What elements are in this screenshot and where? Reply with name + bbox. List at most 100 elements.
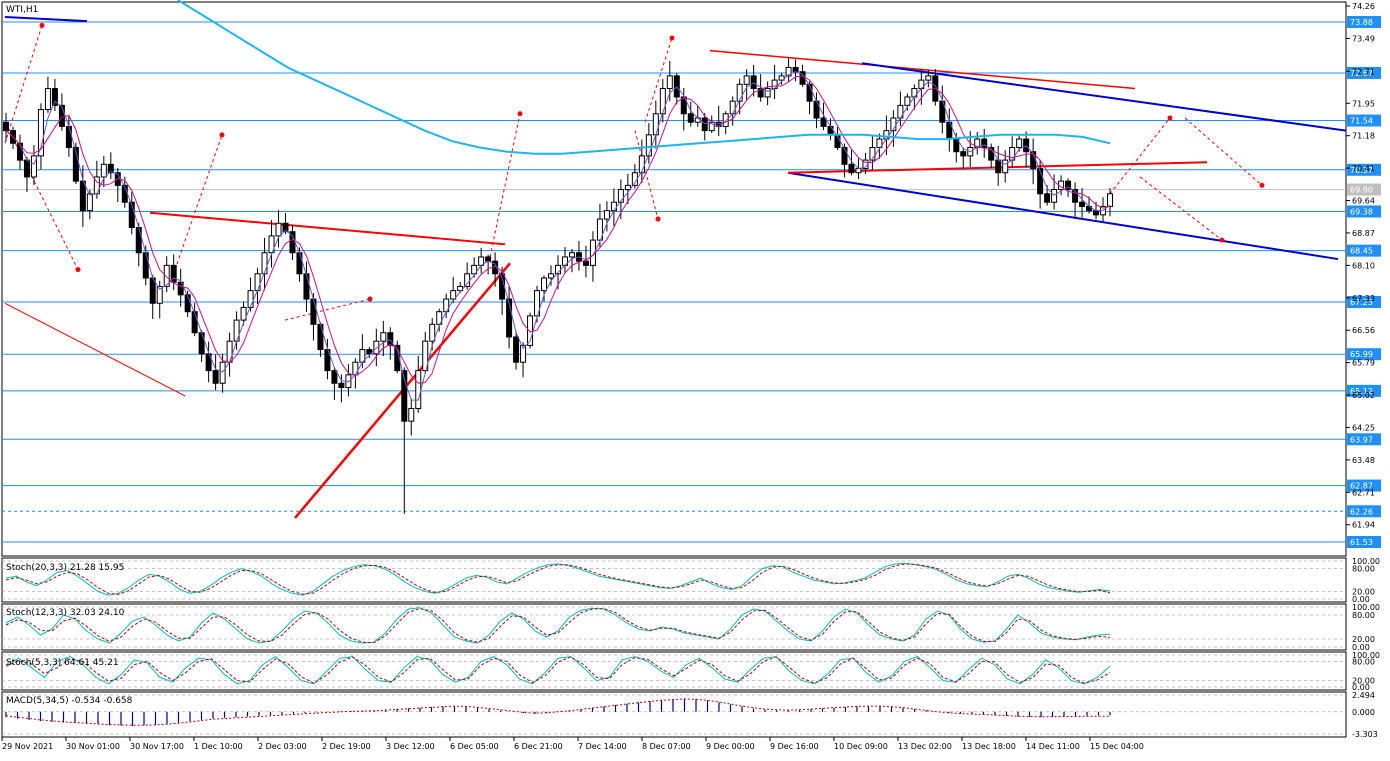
candle-body	[708, 121, 715, 132]
time-tick-label: 29 Nov 2021	[2, 742, 53, 751]
time-tick-label: 1 Dec 10:00	[194, 742, 243, 751]
candle-body	[387, 332, 394, 346]
candle-body	[79, 180, 86, 212]
price-tick-label: 65.02	[1352, 391, 1375, 400]
price-tick-label: 66.56	[1352, 326, 1375, 335]
stoch-main-line	[5, 607, 1111, 644]
time-tick-label: 9 Dec 16:00	[770, 742, 819, 751]
candle-body	[429, 323, 436, 342]
candle-body	[701, 117, 708, 132]
level-price-label: 69.90	[1350, 186, 1373, 195]
level-price-label: 62.26	[1350, 507, 1373, 516]
projection-arrow-4	[489, 113, 521, 258]
candle-body	[911, 88, 918, 98]
candle-body	[100, 163, 107, 178]
indicator-frame-1	[1, 557, 1347, 603]
candle-body	[212, 370, 219, 384]
projection-arrowhead	[1219, 237, 1225, 243]
price-tick-label: 68.10	[1352, 261, 1375, 270]
candle-body	[128, 201, 135, 228]
candle-body	[841, 146, 848, 165]
price-tick-label: 63.48	[1352, 456, 1375, 465]
candle-body	[1002, 159, 1009, 174]
candle-body	[541, 277, 548, 292]
candle-body	[729, 100, 736, 115]
indicator-tick-label: 100.00	[1352, 651, 1380, 660]
level-price-box	[1347, 16, 1381, 28]
indicator-tick-label: 0.00	[1352, 595, 1370, 604]
level-price-label: 65.99	[1350, 350, 1373, 359]
ma-slow-line	[5, 75, 1111, 384]
indicator-tick-label: 80.00	[1352, 565, 1375, 574]
indicator-tick-label: 0.00	[1352, 683, 1370, 692]
candle-body	[205, 353, 212, 372]
candle-body	[16, 142, 23, 161]
projection-arrow-1	[4, 25, 43, 144]
candle-body	[736, 83, 743, 102]
projection-arrowhead	[1259, 182, 1265, 188]
candle-body	[51, 88, 58, 106]
candle-body	[450, 290, 457, 300]
candle-body	[582, 260, 589, 266]
macd-panel: 2.494 0.000 -3.303	[2, 691, 1378, 739]
time-tick-label: 15 Dec 04:00	[1090, 742, 1144, 751]
price-tick-label: 70.41	[1352, 164, 1375, 173]
time-tick-label: 13 Dec 18:00	[962, 742, 1016, 751]
indicator-tick-label: 80.00	[1352, 657, 1375, 666]
candle-body	[380, 332, 387, 342]
candle-body	[548, 273, 555, 279]
level-price-label: 62.87	[1350, 482, 1373, 491]
candle-body	[310, 298, 317, 325]
indicator-frame-4	[1, 691, 1347, 738]
candle-body	[1107, 193, 1113, 207]
time-tick-label: 14 Dec 11:00	[1026, 742, 1080, 751]
level-price-box	[1347, 433, 1381, 446]
candle-body	[23, 159, 30, 178]
candle-body	[3, 121, 9, 132]
indicator-tick-label: 2.494	[1352, 691, 1375, 700]
stoch-signal-line	[5, 563, 1111, 595]
candle-body	[86, 193, 93, 212]
candle-body	[198, 332, 205, 355]
level-price-box	[1347, 536, 1381, 548]
projection-arrowhead	[39, 22, 45, 28]
moving-averages	[5, 0, 1111, 401]
projection-arrowhead	[219, 132, 225, 138]
level-price-box	[1347, 348, 1381, 361]
level-price-label: 73.88	[1350, 18, 1373, 27]
candle-body	[981, 138, 988, 148]
main-chart-title: WTI,H1	[6, 5, 38, 15]
level-price-box	[1347, 114, 1381, 127]
candle-body	[177, 281, 184, 296]
candle-body	[869, 146, 876, 161]
level-price-box	[1347, 183, 1381, 196]
price-tick-label: 62.71	[1352, 488, 1375, 497]
candle-body	[142, 252, 149, 279]
candle-body	[617, 189, 624, 203]
candle-body	[925, 75, 932, 81]
projection-arrowhead	[1167, 115, 1173, 121]
indicator-tick-label: 0.00	[1352, 643, 1370, 652]
candle-body	[464, 273, 471, 287]
panel-frames	[1, 1, 1347, 738]
candle-body	[135, 226, 142, 254]
candle-body	[422, 340, 429, 372]
indicator-tick-label: 100.00	[1352, 557, 1380, 566]
candle-body	[44, 88, 51, 111]
macd-signal-line	[5, 698, 1110, 726]
candle-body	[107, 163, 114, 174]
candle-body	[855, 168, 862, 174]
ma-long-line	[177, 0, 1111, 155]
candle-body	[338, 382, 345, 388]
candle-body	[1093, 210, 1100, 216]
candle-body	[883, 130, 890, 140]
candle-body	[163, 264, 170, 287]
level-price-label: 72.67	[1350, 69, 1373, 78]
candle-body	[485, 256, 492, 262]
candle-body	[58, 104, 65, 127]
indicator-tick-label: 80.00	[1352, 611, 1375, 620]
time-tick-label: 13 Dec 02:00	[898, 742, 952, 751]
price-tick-label: 61.94	[1352, 521, 1375, 530]
indicator-tick-label: 20.00	[1352, 677, 1375, 686]
price-tick-label: 69.64	[1352, 197, 1375, 206]
